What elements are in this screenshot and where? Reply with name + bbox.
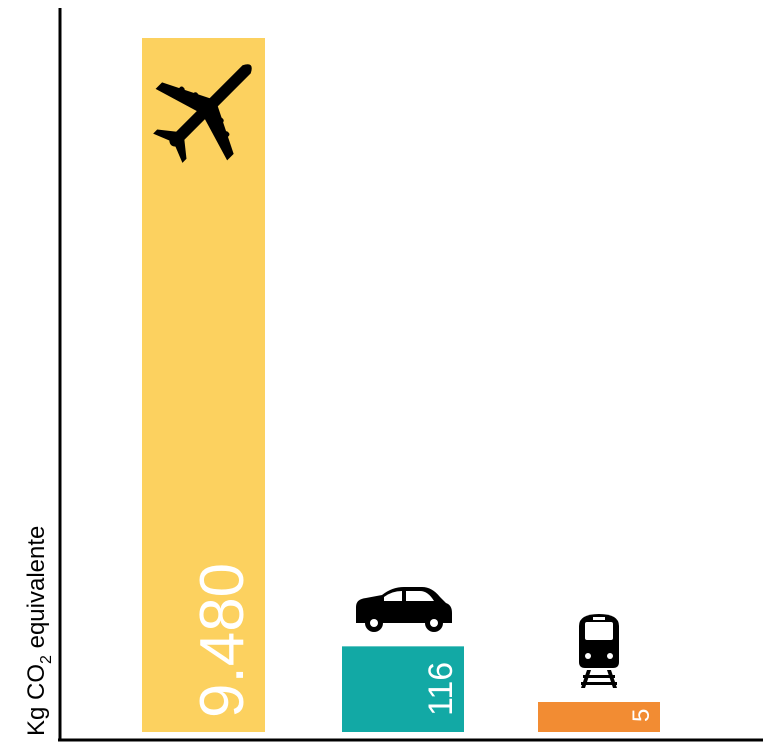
y-axis-label: Kg CO2 equivalente — [23, 526, 55, 736]
bar-train — [538, 702, 660, 732]
value-label-train: 5 — [628, 709, 655, 722]
bar-car — [342, 646, 464, 732]
airplane-icon — [153, 64, 252, 163]
train-icon — [579, 614, 619, 688]
value-label-airplane: 9.480 — [188, 563, 257, 718]
value-label-car: 116 — [422, 662, 460, 716]
bar-airplane — [142, 38, 265, 732]
car-icon — [356, 587, 452, 632]
